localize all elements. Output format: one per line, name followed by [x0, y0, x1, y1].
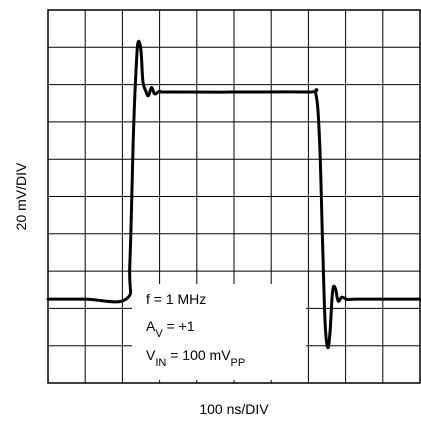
y-axis-label: 20 mV/DIV [13, 162, 29, 230]
annotation-box [132, 284, 306, 380]
annotation-frequency: f = 1 MHz [146, 291, 206, 307]
annotation-gain: AV = +1 [146, 318, 195, 340]
x-axis-label: 100 ns/DIV [199, 401, 269, 417]
annotation-input-voltage: VIN = 100 mVPP [146, 347, 245, 369]
plot-frame [47, 9, 421, 384]
waveform-trace [46, 39, 421, 350]
